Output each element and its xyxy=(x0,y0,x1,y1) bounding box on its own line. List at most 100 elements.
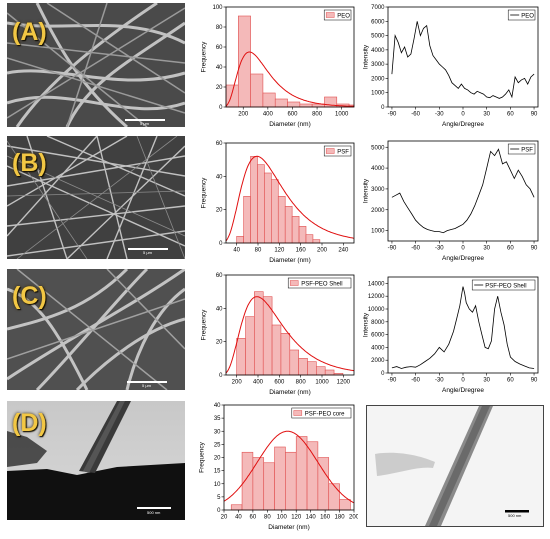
y-tick-label: 4000 xyxy=(371,166,385,172)
x-tick-label: 200 xyxy=(349,515,358,521)
x-tick-label: 180 xyxy=(335,515,346,521)
histogram-psf: 40 80 120 160 200 240 0 20 40 60 Diameter (nm) Freq… xyxy=(201,141,355,264)
scale-text-right: 500 nm xyxy=(508,513,522,518)
data-line xyxy=(391,148,535,234)
x-tick-label: -60 xyxy=(411,112,420,118)
line-chart-psf: -90 -60 -30 0 30 60 90 1000 2000 3000 4000 5000 Angl… xyxy=(363,140,539,262)
x-tick-label: -90 xyxy=(388,378,397,384)
y-tick-label: 60 xyxy=(216,45,223,51)
x-tick-label: 0 xyxy=(461,246,465,252)
plot-frame xyxy=(225,274,355,376)
fit-curve xyxy=(225,296,355,374)
panel-label-b: (B) xyxy=(12,149,47,177)
plot-frame xyxy=(387,276,539,374)
legend-box xyxy=(507,9,536,21)
histogram-bar xyxy=(312,239,321,244)
x-tick-label: 600 xyxy=(287,112,298,118)
x-tick-label: 60 xyxy=(507,112,514,118)
x-tick-label: 0 xyxy=(461,378,465,384)
x-tick-label: 800 xyxy=(296,380,307,386)
y-axis-label: Intensity xyxy=(363,178,370,203)
y-tick-label: 6000 xyxy=(371,333,385,339)
x-tick-label: 1200 xyxy=(337,380,351,386)
y-tick-label: 60 xyxy=(216,141,223,147)
x-tick-label: 80 xyxy=(255,248,262,254)
y-tick-label: 30 xyxy=(214,429,221,435)
histogram-bar xyxy=(252,457,265,511)
x-tick-label: 600 xyxy=(274,380,285,386)
sem-image-b xyxy=(7,136,185,259)
y-tick-label: 80 xyxy=(216,25,223,31)
y-tick-label: 40 xyxy=(216,306,223,312)
histogram-bar xyxy=(291,216,300,244)
legend-box xyxy=(471,279,536,291)
histogram-bar xyxy=(264,172,272,244)
legend-swatch xyxy=(325,148,335,154)
plot-frame xyxy=(225,6,355,108)
panel-label-a: (A) xyxy=(12,18,47,46)
line-chart-psf-peo-shell: -90 -60 -30 0 30 60 90 0 2000 4000 6000 8000 10000 12… xyxy=(363,276,539,394)
x-tick-label: 800 xyxy=(312,112,323,118)
histogram-bar xyxy=(262,92,276,108)
y-tick-label: 6000 xyxy=(371,19,385,25)
x-axis-label: Diameter (nm) xyxy=(269,257,311,264)
x-tick-label: 120 xyxy=(291,515,302,521)
x-tick-label: 60 xyxy=(250,515,257,521)
x-tick-label: 80 xyxy=(264,515,271,521)
legend-label: PSF xyxy=(337,150,349,156)
histogram-bar xyxy=(238,15,251,108)
scale-text-d: 500 nm xyxy=(147,510,161,515)
histogram-bar xyxy=(285,451,297,511)
histogram-bar xyxy=(339,499,351,511)
y-tick-label: 20 xyxy=(216,208,223,214)
y-tick-label: 1000 xyxy=(371,91,385,97)
x-tick-label: 90 xyxy=(531,246,538,252)
histogram-bar xyxy=(271,179,279,244)
y-tick-label: 25 xyxy=(214,442,221,448)
histogram-bar xyxy=(284,206,293,244)
y-tick-label: 0 xyxy=(217,508,221,514)
histogram-bar xyxy=(307,361,317,376)
plot-frame xyxy=(225,142,355,244)
x-axis-label: Diameter (nm) xyxy=(269,121,311,128)
legend-label: PEO xyxy=(521,14,534,20)
histogram-bar xyxy=(280,333,291,376)
scale-text-c: 5 μm xyxy=(142,383,151,388)
y-tick-label: 5000 xyxy=(371,34,385,40)
x-tick-label: -30 xyxy=(435,246,444,252)
tem-image-d xyxy=(7,401,185,520)
x-tick-label: 400 xyxy=(253,380,264,386)
y-axis-label: Frequency xyxy=(201,177,208,208)
y-axis-label: Intensity xyxy=(363,312,370,337)
y-axis-label: Frequency xyxy=(199,441,206,472)
x-tick-label: -30 xyxy=(435,112,444,118)
legend-swatch xyxy=(289,280,299,286)
x-tick-label: -30 xyxy=(435,378,444,384)
x-tick-label: 200 xyxy=(232,380,243,386)
x-tick-label: 40 xyxy=(235,515,242,521)
y-tick-label: 0 xyxy=(219,373,223,379)
x-tick-label: 60 xyxy=(507,378,514,384)
histogram-bar xyxy=(299,103,313,108)
panel-label-d: (D) xyxy=(12,409,47,437)
x-tick-label: 160 xyxy=(296,248,307,254)
y-tick-label: 20 xyxy=(216,340,223,346)
histogram-bar xyxy=(274,98,288,108)
y-tick-label: 14000 xyxy=(368,281,385,287)
y-tick-label: 2000 xyxy=(371,208,385,214)
scale-bar-c xyxy=(127,381,167,383)
histogram-bar xyxy=(316,366,326,376)
x-axis-label: Angle/Dregree xyxy=(442,121,484,128)
x-tick-label: 200 xyxy=(317,248,328,254)
x-tick-label: 400 xyxy=(263,112,274,118)
histogram-bar xyxy=(289,349,299,376)
plot-frame xyxy=(387,6,539,108)
scale-text-a: 5 μm xyxy=(140,121,149,126)
histogram-bar xyxy=(295,436,308,511)
y-tick-label: 10000 xyxy=(368,307,385,313)
histogram-bar xyxy=(277,196,286,244)
histogram-bar xyxy=(306,441,319,511)
scale-text-b: 5 μm xyxy=(143,250,152,255)
histogram-bar xyxy=(236,236,244,244)
y-tick-label: 12000 xyxy=(368,294,385,300)
